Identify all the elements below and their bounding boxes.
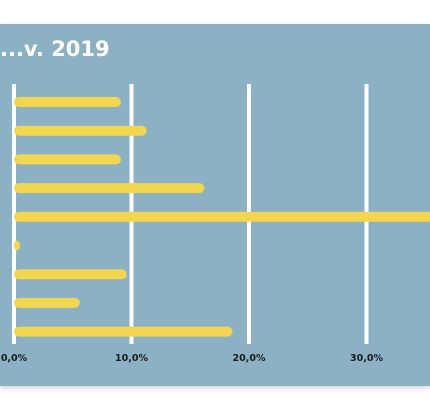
bar-2 <box>14 154 121 165</box>
bar-6 <box>14 269 127 280</box>
bar-4 <box>14 211 430 222</box>
bar-7 <box>14 297 80 308</box>
x-tick-label-2: 20,0% <box>233 353 266 364</box>
x-tick-label-1: 10,0% <box>115 353 148 364</box>
bar-5 <box>14 240 20 251</box>
bar-1 <box>14 125 147 136</box>
bar-chart: 0,0% 10,0% 20,0% 30,0% <box>1 84 430 364</box>
bar-0 <box>14 97 121 107</box>
x-tick-label-3: 30,0% <box>350 353 383 364</box>
bar-8 <box>14 326 233 337</box>
chart-title: ...v. 2019 <box>0 37 110 61</box>
chart-panel: ...v. 2019 0,0% 10,0% 20,0% 30,0% <box>0 24 430 386</box>
x-tick-label-0: 0,0% <box>1 353 28 364</box>
bar-3 <box>14 183 205 194</box>
